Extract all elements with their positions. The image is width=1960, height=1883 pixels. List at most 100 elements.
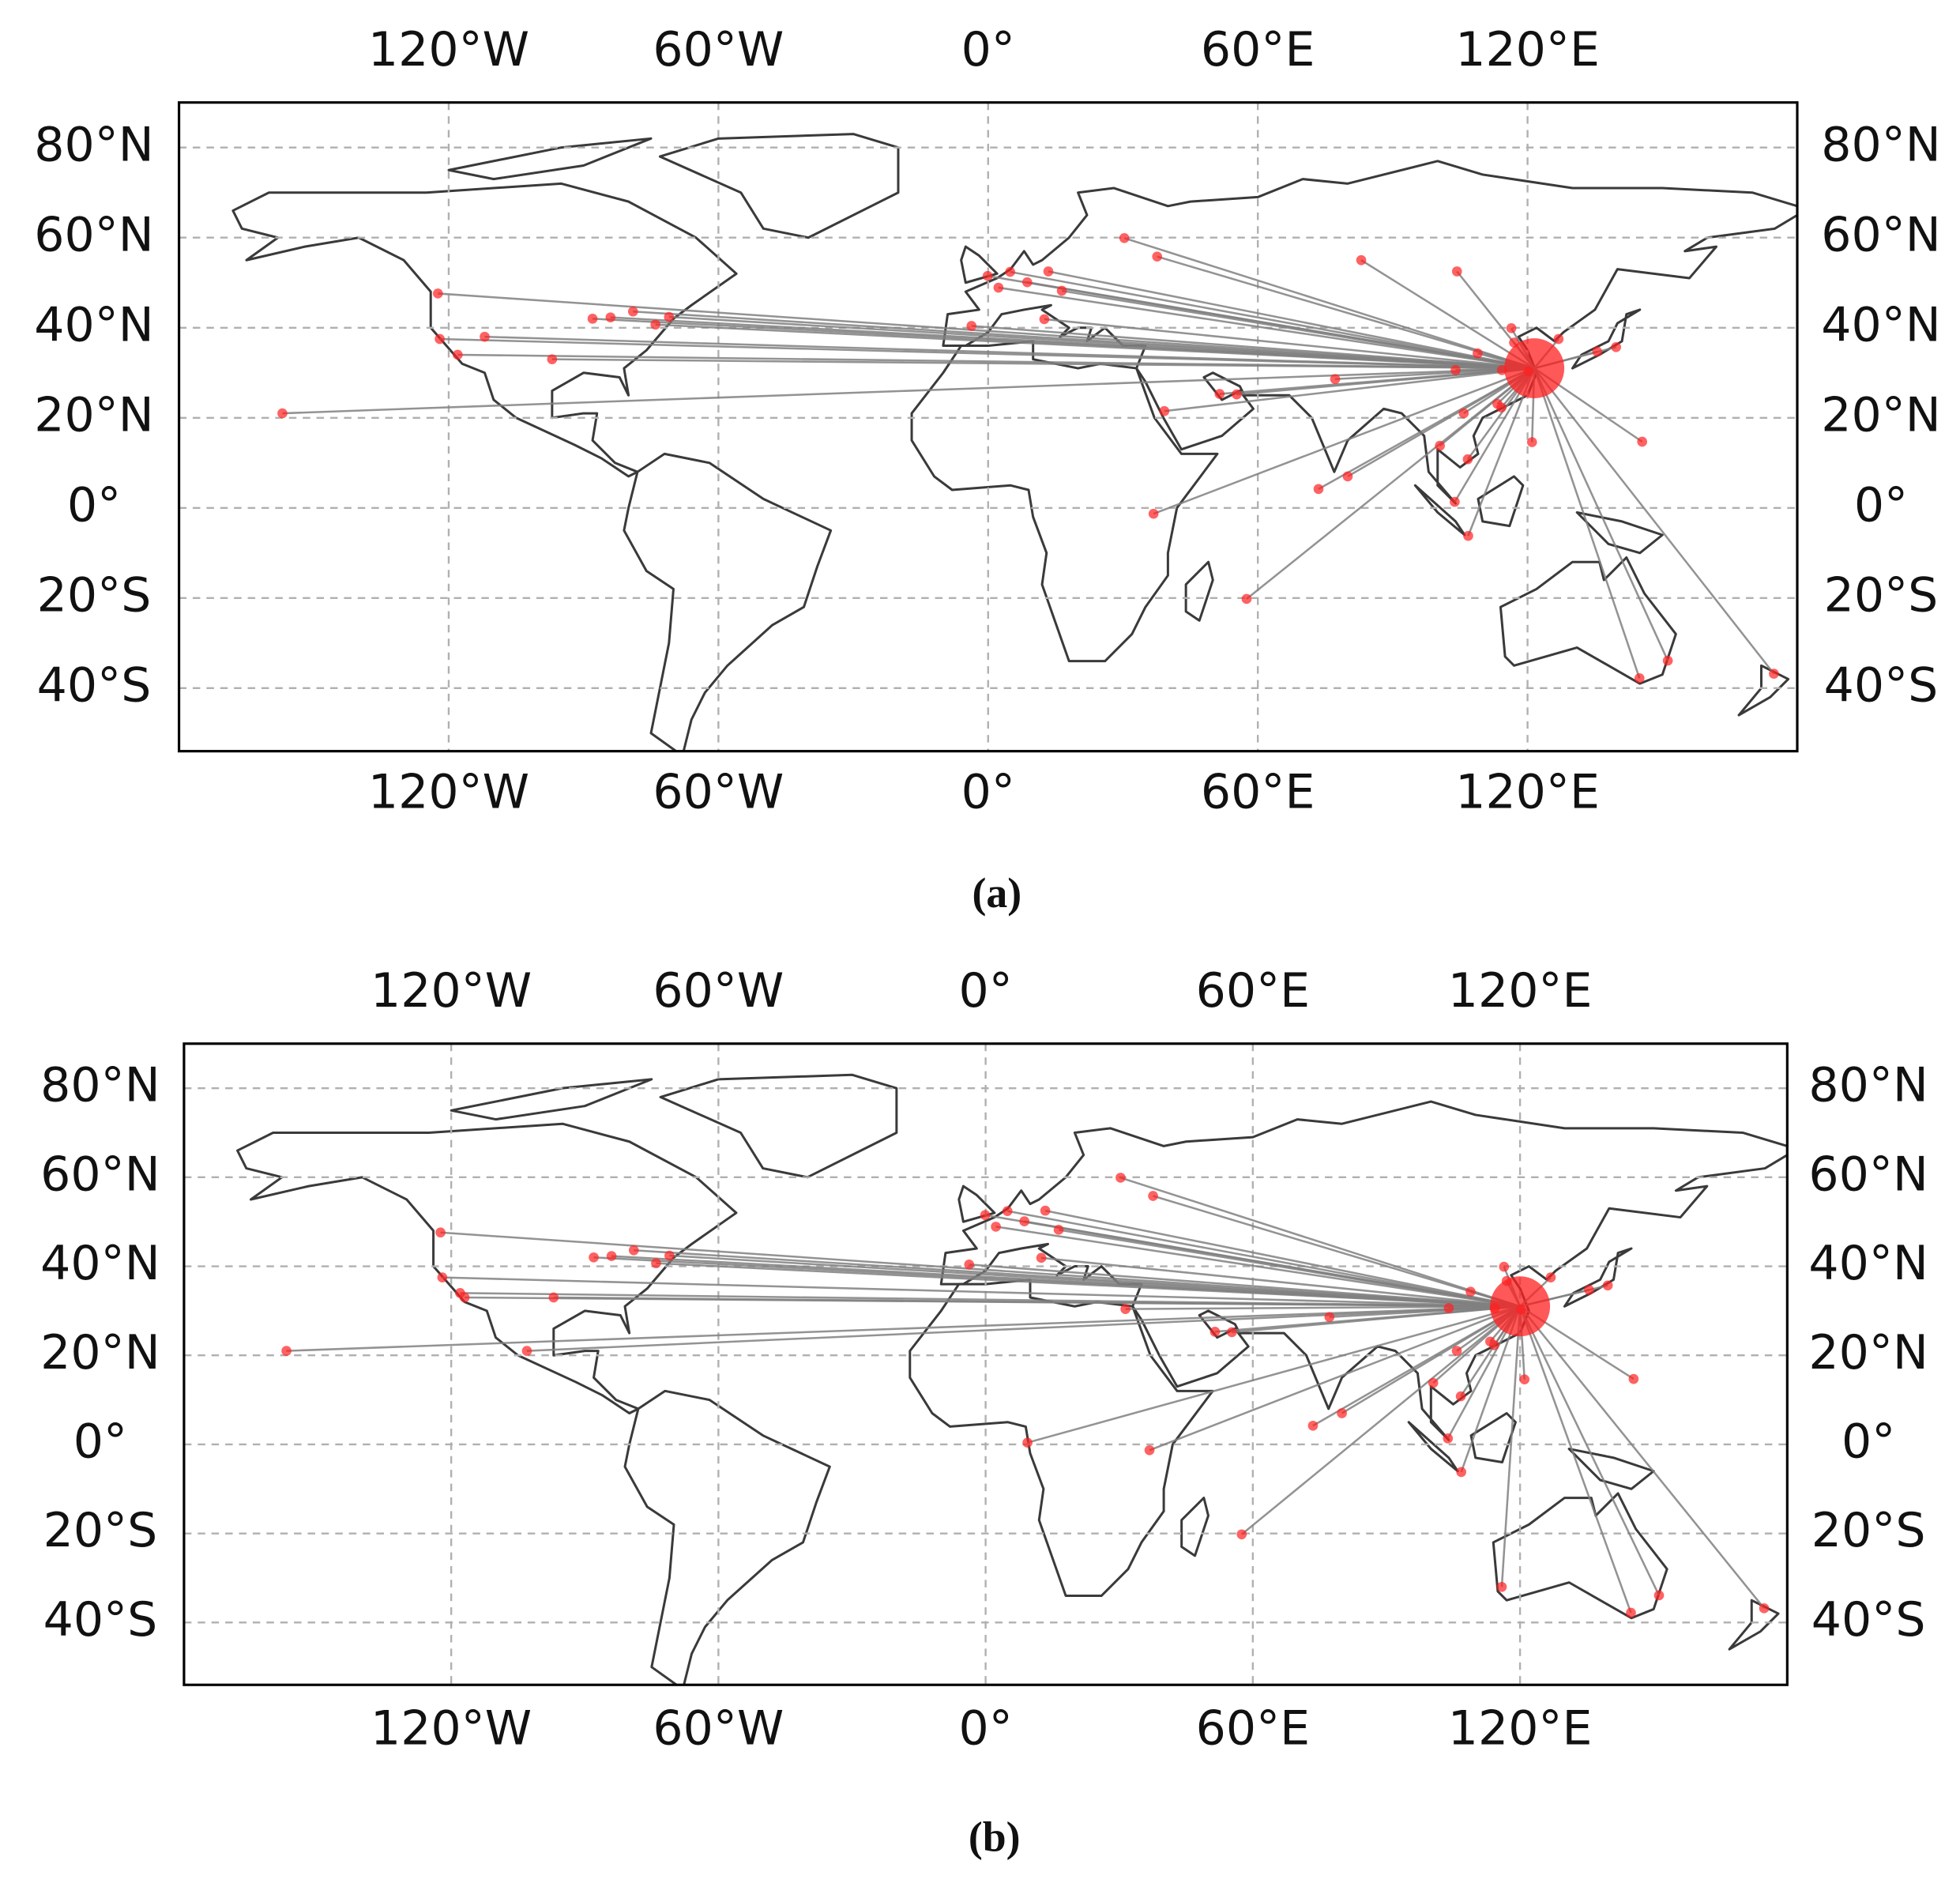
destination-point [605,312,616,322]
route [484,335,1535,370]
destination-point [1428,1377,1439,1388]
destination-point [1337,1408,1347,1418]
destination-point [664,1250,675,1261]
destination-point [1053,1225,1064,1235]
destination-point [982,270,993,281]
route [1518,1305,1632,1614]
route [1044,1209,1521,1308]
y-tick-label: 20°N [1821,387,1940,443]
destination-point [1584,1285,1594,1295]
route [1533,367,1641,679]
y-tick-label: 20°S [1824,567,1939,623]
route [1518,1305,1661,1596]
x-tick-label: 60°W [653,22,784,77]
x-tick-label: 120°W [368,22,529,77]
route [526,1305,1521,1352]
destination-point [1634,672,1645,684]
y-tick-label: 20°S [43,1503,158,1558]
y-tick-label: 40°N [1808,1236,1928,1291]
destination-point [1492,398,1503,409]
destination-point [1021,277,1033,288]
y-tick-label: 40°S [37,657,152,713]
destination-point [1451,1346,1462,1356]
route [1519,1305,1766,1610]
destination-point [1039,314,1050,325]
destination-point [1462,454,1473,465]
x-tick-label: 0° [958,1700,1012,1756]
destination-point [1056,285,1067,296]
destination-point [589,1252,599,1263]
destination-point [651,1258,661,1268]
route [969,1263,1521,1308]
destination-point [1342,471,1353,482]
y-tick-label: 40°S [43,1592,158,1648]
destination-point [1232,389,1242,400]
destination-point [480,331,490,342]
x-tick-label: 120°E [1448,1700,1593,1756]
destination-point [1330,374,1341,385]
x-tick-label: 0° [961,765,1015,820]
route [1500,1306,1522,1587]
route [668,315,1535,370]
x-tick-label: 120°E [1448,963,1593,1019]
route [655,323,1535,370]
destination-point [993,282,1004,293]
y-tick-label: 80°N [1821,117,1940,172]
route [286,1305,1521,1352]
y-tick-label: 0° [67,477,121,533]
destination-point [628,1245,639,1256]
route [995,1226,1521,1308]
destination-point [1435,440,1445,451]
y-tick-label: 80°N [1808,1058,1928,1113]
destination-point [1005,266,1015,277]
destination-point [1144,1444,1155,1456]
x-tick-label: 120°W [371,1700,532,1756]
x-tick-label: 120°E [1455,22,1600,77]
destination-point [277,408,288,419]
x-tick-label: 0° [958,963,1012,1019]
destination-point [966,321,977,331]
x-tick-label: 0° [961,22,1015,77]
destination-point [1759,1602,1770,1614]
destination-point [991,1222,1001,1232]
y-tick-label: 80°N [34,117,153,172]
destination-point [1769,668,1779,679]
destination-point [1456,1467,1467,1478]
destination-point [521,1346,532,1356]
destination-point [1241,593,1252,604]
x-tick-label: 120°E [1455,765,1600,820]
x-tick-label: 60°E [1196,963,1310,1019]
route [1533,367,1669,661]
route [1120,1177,1521,1308]
destination-point [435,333,445,345]
route [1048,270,1535,370]
y-tick-label: 0° [1841,1414,1895,1470]
destination-point [1499,1261,1510,1272]
y-tick-label: 20°S [1811,1503,1926,1558]
destination-point [650,319,661,330]
destination-point [432,288,443,299]
destination-point [1119,232,1130,243]
route [1149,1305,1521,1452]
route [1347,367,1535,477]
destination-point [437,1272,448,1282]
destination-point [1356,254,1367,266]
route [1044,318,1535,370]
destination-point [1602,1280,1613,1291]
map-area [183,1043,1788,1685]
destination-point [1115,1173,1126,1183]
route [971,325,1535,370]
y-tick-label: 40°S [1824,657,1939,713]
y-tick-label: 40°N [1821,297,1940,352]
destination-point [1637,436,1648,447]
destination-point [1653,1590,1665,1601]
destination-point [1519,1374,1530,1385]
destination-point [1152,251,1163,262]
route [442,1276,1521,1308]
destination-point [453,349,463,360]
destination-point [1209,1327,1221,1337]
landmass [233,134,1797,756]
y-tick-label: 60°N [40,1147,160,1202]
destination-point [606,1251,617,1261]
y-tick-label: 60°N [1808,1147,1928,1202]
